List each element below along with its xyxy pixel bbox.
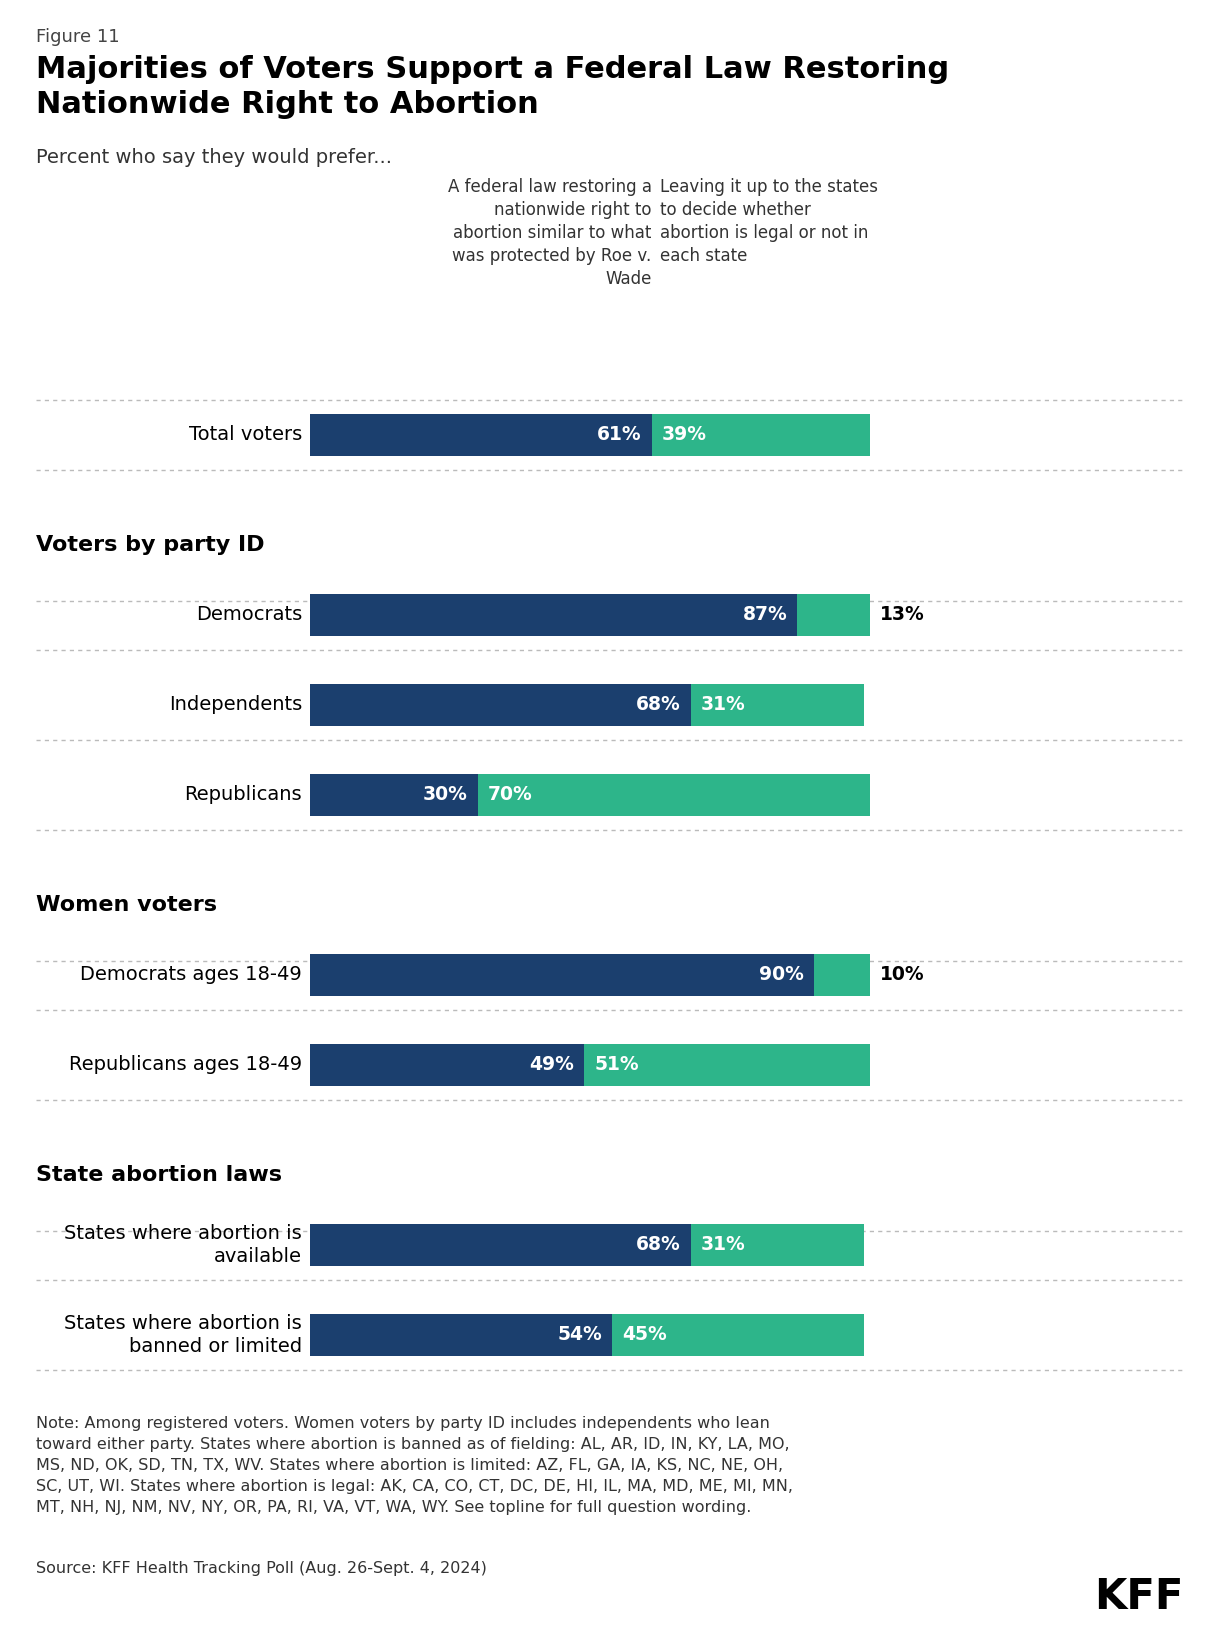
Bar <box>584 1044 870 1085</box>
Text: KFF: KFF <box>1094 1576 1183 1617</box>
Text: 31%: 31% <box>700 1236 745 1254</box>
Bar <box>310 415 651 456</box>
Text: States where abortion is
available: States where abortion is available <box>65 1224 303 1265</box>
Text: States where abortion is
banned or limited: States where abortion is banned or limit… <box>65 1313 303 1356</box>
Bar <box>797 595 870 636</box>
Bar <box>310 1313 612 1356</box>
Text: Independents: Independents <box>168 695 303 715</box>
Text: 61%: 61% <box>597 426 642 444</box>
Text: 31%: 31% <box>700 695 745 715</box>
Bar <box>310 953 814 996</box>
Text: 54%: 54% <box>558 1325 603 1345</box>
Text: Democrats: Democrats <box>195 606 303 624</box>
Bar <box>651 415 870 456</box>
Text: Republicans ages 18-49: Republicans ages 18-49 <box>68 1056 303 1074</box>
Text: 10%: 10% <box>880 965 925 985</box>
Text: State abortion laws: State abortion laws <box>37 1165 282 1184</box>
Text: Women voters: Women voters <box>37 895 217 915</box>
Bar <box>310 595 797 636</box>
Text: 68%: 68% <box>636 695 681 715</box>
Text: 70%: 70% <box>488 785 533 805</box>
Text: 68%: 68% <box>636 1236 681 1254</box>
Text: 30%: 30% <box>423 785 468 805</box>
Text: Figure 11: Figure 11 <box>37 28 120 46</box>
Text: 51%: 51% <box>594 1056 639 1074</box>
Text: Voters by party ID: Voters by party ID <box>37 535 265 555</box>
Text: Percent who say they would prefer...: Percent who say they would prefer... <box>37 149 392 167</box>
Bar <box>691 1224 865 1265</box>
Text: Republicans: Republicans <box>184 785 303 805</box>
Text: 39%: 39% <box>661 426 706 444</box>
Text: 13%: 13% <box>880 606 925 624</box>
Text: A federal law restoring a
nationwide right to
abortion similar to what
was prote: A federal law restoring a nationwide rig… <box>448 178 651 287</box>
Text: 90%: 90% <box>759 965 804 985</box>
Bar <box>310 1044 584 1085</box>
Bar <box>814 953 870 996</box>
Text: Leaving it up to the states
to decide whether
abortion is legal or not in
each s: Leaving it up to the states to decide wh… <box>660 178 877 264</box>
Text: 45%: 45% <box>622 1325 667 1345</box>
Bar <box>310 1224 691 1265</box>
Text: Majorities of Voters Support a Federal Law Restoring
Nationwide Right to Abortio: Majorities of Voters Support a Federal L… <box>37 55 949 119</box>
Text: Democrats ages 18-49: Democrats ages 18-49 <box>81 965 303 985</box>
Text: Source: KFF Health Tracking Poll (Aug. 26-Sept. 4, 2024): Source: KFF Health Tracking Poll (Aug. 2… <box>37 1561 487 1576</box>
Bar <box>478 775 870 816</box>
Bar <box>691 684 865 725</box>
Bar <box>310 775 478 816</box>
Text: Total voters: Total voters <box>189 426 303 444</box>
Text: Note: Among registered voters. Women voters by party ID includes independents wh: Note: Among registered voters. Women vot… <box>37 1416 793 1515</box>
Text: 87%: 87% <box>743 606 787 624</box>
Bar <box>612 1313 865 1356</box>
Bar <box>310 684 691 725</box>
Text: 49%: 49% <box>529 1056 575 1074</box>
